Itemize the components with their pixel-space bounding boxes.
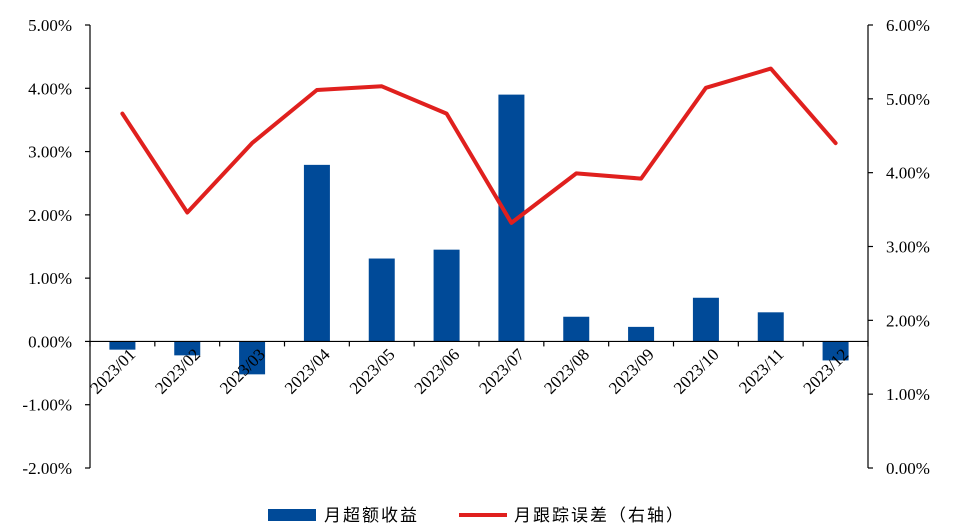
line-point-2023/05 [381, 85, 383, 87]
line-point-2023/06 [446, 113, 448, 115]
left-tick-label: 5.00% [28, 16, 72, 35]
right-tick-label: 1.00% [886, 385, 930, 404]
line-series [120, 66, 838, 225]
line-point-2023/08 [575, 172, 577, 174]
line-point-2023/12 [835, 142, 837, 144]
bar-2023/02 [174, 341, 201, 356]
left-tick-label: 3.00% [28, 143, 72, 162]
right-tick-label: 0.00% [886, 459, 930, 478]
bar-2023/05 [368, 258, 395, 342]
x-tick-label: 2023/07 [475, 344, 528, 397]
line-point-2023/07 [510, 222, 512, 224]
x-tick-label: 2023/09 [605, 345, 658, 398]
left-tick-label: 2.00% [28, 206, 72, 225]
line-point-2023/09 [640, 178, 642, 180]
line-point-2023/10 [705, 87, 707, 89]
bar-2023/12 [822, 341, 849, 361]
line-point-2023/03 [251, 142, 253, 144]
x-tick-label: 2023/06 [411, 345, 464, 398]
bar-2023/08 [563, 316, 590, 342]
right-tick-label: 6.00% [886, 16, 930, 35]
legend-label-line: 月跟踪误差（右轴） [514, 506, 685, 526]
axes: -2.00% -1.00% 0.00% 1.00% 2.00% 3.00% 4.00% 5.0… [22, 16, 930, 478]
legend: 月超额收益 月跟踪误差（右轴） [268, 506, 685, 526]
left-tick-label: -1.00% [22, 396, 72, 415]
right-tick-label: 4.00% [886, 164, 930, 183]
x-tick-labels: 2023/01 2023/02 2023/03 2023/04 2023/05 2023/… [86, 344, 852, 397]
tracking-error-line [120, 66, 838, 225]
x-tick-label: 2023/10 [670, 345, 723, 398]
bar-2023/06 [433, 249, 460, 342]
x-tick-label: 2023/08 [540, 345, 593, 398]
bar-2023/11 [757, 312, 784, 342]
x-tick-label: 2023/04 [281, 344, 334, 397]
line-point-2023/04 [316, 89, 318, 91]
x-tick-label: 2023/11 [735, 345, 787, 397]
bar-2023/01 [109, 341, 136, 350]
right-tick-label: 2.00% [886, 311, 930, 330]
bar-2023/09 [628, 326, 655, 342]
left-tick-label: 4.00% [28, 79, 72, 98]
x-tick-label: 2023/05 [346, 345, 399, 398]
left-tick-label: 0.00% [28, 332, 72, 351]
right-tick-label: 3.00% [886, 238, 930, 257]
left-tick-label: -2.00% [22, 459, 72, 478]
legend-swatch-bar [268, 509, 316, 521]
bar-2023/03 [239, 341, 266, 375]
bar-2023/10 [692, 297, 719, 342]
bar-series [109, 94, 849, 375]
line-point-2023/01 [121, 113, 123, 115]
left-tick-label: 1.00% [28, 269, 72, 288]
bar-2023/04 [303, 164, 330, 342]
line-point-2023/11 [770, 68, 772, 70]
x-tick-label: 2023/01 [86, 345, 139, 398]
legend-label-bar: 月超额收益 [324, 506, 419, 526]
right-tick-label: 5.00% [886, 90, 930, 109]
line-point-2023/02 [186, 212, 188, 214]
